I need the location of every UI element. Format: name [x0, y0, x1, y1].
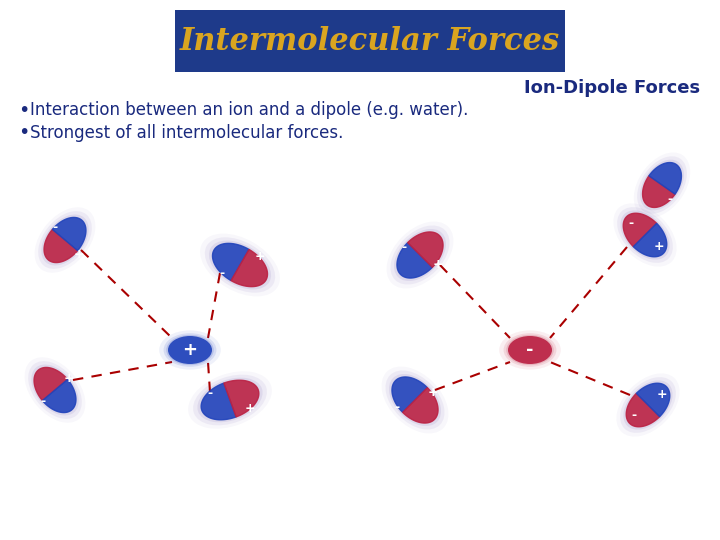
Polygon shape	[634, 224, 667, 257]
Text: -: -	[40, 395, 45, 408]
Ellipse shape	[28, 361, 82, 419]
Text: •: •	[18, 124, 30, 143]
Ellipse shape	[389, 374, 441, 426]
Ellipse shape	[508, 336, 552, 364]
Ellipse shape	[188, 372, 272, 429]
Polygon shape	[34, 367, 68, 401]
Ellipse shape	[621, 211, 670, 260]
Ellipse shape	[385, 370, 444, 429]
Polygon shape	[42, 380, 76, 413]
Ellipse shape	[32, 364, 78, 415]
Text: -: -	[53, 221, 58, 234]
Ellipse shape	[394, 229, 446, 281]
Ellipse shape	[637, 156, 687, 214]
Text: Interaction between an ion and a dipole (e.g. water).: Interaction between an ion and a dipole …	[30, 101, 469, 119]
Text: +: +	[255, 251, 265, 264]
Ellipse shape	[166, 335, 214, 365]
Polygon shape	[408, 232, 443, 267]
Text: +: +	[654, 240, 665, 253]
Text: -: -	[402, 240, 407, 253]
Polygon shape	[649, 163, 681, 194]
Ellipse shape	[193, 375, 267, 426]
Text: Ion-Dipole Forces: Ion-Dipole Forces	[524, 79, 700, 97]
Ellipse shape	[616, 374, 680, 436]
Ellipse shape	[38, 211, 92, 269]
Text: +: +	[657, 388, 667, 402]
Text: +: +	[63, 372, 74, 384]
Bar	[175, 10, 565, 72]
Ellipse shape	[168, 336, 212, 364]
Text: -: -	[667, 192, 672, 206]
Polygon shape	[636, 383, 670, 417]
Polygon shape	[626, 393, 660, 427]
Polygon shape	[231, 249, 268, 287]
Ellipse shape	[24, 357, 86, 423]
Ellipse shape	[382, 367, 449, 434]
Polygon shape	[53, 218, 86, 251]
Text: +: +	[245, 402, 256, 415]
Text: -: -	[207, 388, 212, 401]
Ellipse shape	[209, 240, 271, 289]
Ellipse shape	[163, 333, 217, 367]
Ellipse shape	[506, 335, 554, 365]
Ellipse shape	[617, 207, 673, 263]
Ellipse shape	[387, 221, 454, 288]
Text: Intermolecular Forces: Intermolecular Forces	[180, 25, 560, 57]
Text: -: -	[631, 408, 636, 422]
Text: +: +	[17, 241, 27, 254]
Polygon shape	[397, 242, 433, 278]
Text: +: +	[433, 259, 444, 272]
Text: -: -	[526, 341, 534, 359]
Polygon shape	[624, 213, 657, 247]
Polygon shape	[402, 388, 438, 423]
Polygon shape	[224, 380, 259, 417]
Ellipse shape	[204, 237, 275, 293]
Ellipse shape	[503, 333, 557, 367]
Text: +: +	[182, 341, 197, 359]
Polygon shape	[212, 244, 249, 281]
Ellipse shape	[41, 214, 89, 266]
Ellipse shape	[620, 377, 676, 433]
Ellipse shape	[35, 207, 95, 273]
Ellipse shape	[390, 226, 449, 285]
Text: -: -	[629, 217, 634, 230]
Polygon shape	[642, 176, 675, 207]
Ellipse shape	[499, 330, 561, 369]
Ellipse shape	[640, 160, 684, 211]
Ellipse shape	[159, 330, 221, 369]
Text: +: +	[73, 247, 84, 260]
Ellipse shape	[613, 204, 677, 267]
Text: +: +	[428, 386, 438, 399]
Ellipse shape	[634, 152, 690, 218]
Polygon shape	[392, 377, 428, 413]
Ellipse shape	[200, 234, 280, 296]
Polygon shape	[201, 383, 236, 420]
Ellipse shape	[624, 380, 672, 430]
Text: •: •	[18, 100, 30, 119]
Ellipse shape	[197, 377, 263, 422]
Polygon shape	[44, 230, 78, 262]
Text: -: -	[395, 402, 400, 415]
Text: -: -	[220, 267, 225, 280]
Text: Strongest of all intermolecular forces.: Strongest of all intermolecular forces.	[30, 124, 343, 142]
